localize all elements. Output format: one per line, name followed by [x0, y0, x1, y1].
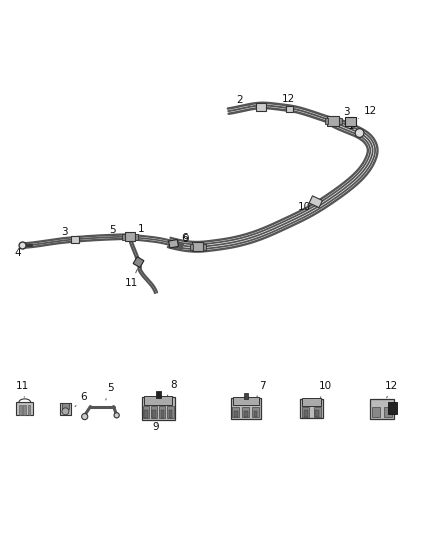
Text: 12: 12 [358, 106, 376, 118]
Bar [16, 402, 33, 415]
Text: 12: 12 [385, 381, 398, 398]
Bar [233, 411, 237, 417]
Bar [313, 407, 320, 417]
Bar [203, 244, 206, 250]
Bar [303, 410, 307, 417]
Bar [155, 391, 160, 398]
Circle shape [81, 414, 88, 419]
Bar [168, 410, 172, 418]
Bar [345, 117, 356, 126]
Bar [71, 236, 79, 243]
Bar [308, 196, 321, 208]
Bar [253, 411, 257, 417]
Text: 11: 11 [124, 269, 138, 288]
Text: 5: 5 [106, 383, 113, 400]
Bar [232, 397, 258, 405]
Bar [244, 411, 247, 417]
Bar [383, 407, 391, 417]
Bar [142, 406, 148, 418]
Text: 3: 3 [61, 228, 73, 238]
Bar [23, 405, 26, 415]
Text: 10: 10 [297, 202, 311, 212]
Bar [324, 118, 328, 124]
Bar [135, 234, 138, 239]
Bar [339, 118, 342, 124]
Bar [168, 239, 178, 248]
Text: 8: 8 [166, 379, 177, 397]
Bar [299, 399, 322, 418]
Circle shape [62, 408, 69, 415]
Bar [243, 393, 247, 399]
Bar [144, 410, 147, 418]
Bar [133, 257, 144, 268]
Bar [152, 410, 155, 418]
Text: 7: 7 [256, 381, 265, 397]
Bar [251, 407, 258, 417]
Bar [151, 406, 157, 418]
Bar [144, 397, 172, 405]
Bar [167, 406, 173, 418]
Circle shape [354, 128, 363, 138]
Text: 11: 11 [16, 381, 29, 397]
Bar [369, 399, 393, 419]
Bar [160, 410, 164, 418]
Bar [159, 406, 165, 418]
Text: 12: 12 [281, 94, 295, 108]
Circle shape [19, 242, 26, 249]
Text: 6: 6 [176, 233, 187, 243]
Bar [122, 234, 125, 239]
Bar [60, 402, 71, 415]
Text: 2: 2 [235, 95, 249, 106]
Text: 9: 9 [182, 235, 194, 245]
Bar [285, 106, 293, 112]
Bar [191, 242, 203, 252]
Bar [314, 410, 318, 417]
Text: 9: 9 [152, 422, 159, 432]
Circle shape [114, 413, 119, 418]
Bar [327, 116, 339, 126]
Text: 1: 1 [347, 120, 359, 132]
Bar [301, 398, 320, 406]
Bar [28, 405, 30, 415]
Bar [242, 407, 248, 417]
Bar [19, 405, 22, 415]
Text: 10: 10 [318, 382, 331, 398]
Bar [371, 407, 379, 417]
Text: 6: 6 [75, 392, 87, 407]
Text: 5: 5 [109, 225, 119, 235]
Bar [189, 244, 192, 250]
Text: 1: 1 [135, 224, 145, 235]
Bar [387, 402, 396, 414]
Bar [301, 407, 308, 417]
Bar [232, 407, 238, 417]
Text: 4: 4 [14, 248, 25, 259]
Bar [62, 402, 69, 409]
Bar [256, 103, 265, 111]
Bar [230, 398, 260, 419]
Text: 3: 3 [339, 108, 349, 118]
Bar [124, 232, 135, 241]
Bar [141, 397, 174, 420]
